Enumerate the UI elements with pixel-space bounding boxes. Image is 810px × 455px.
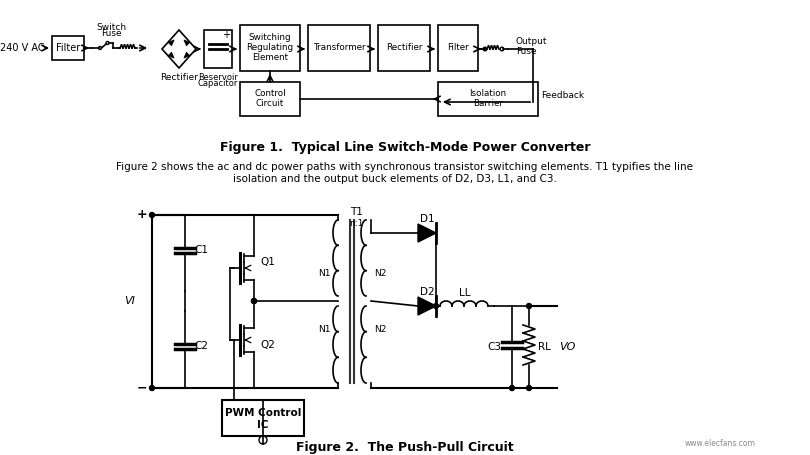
Text: RL: RL (538, 342, 551, 352)
Bar (378, 25, 430, 71)
Bar (52, 36, 84, 60)
Text: Fuse: Fuse (100, 30, 122, 39)
Bar (204, 30, 232, 68)
Circle shape (150, 212, 155, 217)
Text: Fuse: Fuse (516, 47, 536, 56)
Circle shape (526, 385, 531, 390)
Text: Feedback: Feedback (541, 91, 584, 101)
Text: Isolation: Isolation (470, 89, 506, 97)
Polygon shape (184, 52, 190, 58)
Text: D1: D1 (420, 214, 434, 224)
Text: C1: C1 (194, 245, 208, 255)
Text: D2: D2 (420, 287, 434, 297)
Circle shape (526, 303, 531, 308)
Text: +: + (222, 30, 230, 40)
Bar (240, 25, 300, 71)
Text: Rectifier: Rectifier (160, 74, 198, 82)
Text: C3: C3 (487, 342, 501, 352)
Text: Figure 2.  The Push-Pull Circuit: Figure 2. The Push-Pull Circuit (296, 440, 514, 454)
Text: 240 V AC: 240 V AC (0, 43, 45, 53)
Bar (308, 25, 370, 71)
Circle shape (433, 303, 438, 308)
Text: n:1: n:1 (349, 218, 363, 228)
Polygon shape (418, 297, 436, 315)
Bar (438, 25, 478, 71)
Text: Figure 1.  Typical Line Switch-Mode Power Converter: Figure 1. Typical Line Switch-Mode Power… (220, 142, 590, 155)
Circle shape (251, 298, 257, 303)
Text: C2: C2 (194, 341, 208, 351)
Circle shape (150, 385, 155, 390)
Text: Filter: Filter (447, 44, 469, 52)
Text: T1: T1 (350, 207, 362, 217)
Text: PWM Control: PWM Control (225, 408, 301, 418)
Polygon shape (168, 40, 174, 46)
Text: isolation and the output buck elements of D2, D3, L1, and C3.: isolation and the output buck elements o… (233, 174, 557, 184)
Circle shape (484, 47, 487, 51)
Text: VO: VO (559, 342, 575, 352)
Text: IC: IC (258, 420, 269, 430)
Text: www.elecfans.com: www.elecfans.com (684, 439, 756, 448)
Text: VI: VI (125, 296, 135, 306)
Text: N1: N1 (318, 324, 330, 334)
Polygon shape (418, 224, 436, 242)
Text: +: + (137, 208, 147, 222)
Text: Element: Element (252, 54, 288, 62)
Text: Circuit: Circuit (256, 100, 284, 108)
Text: N1: N1 (318, 268, 330, 278)
Circle shape (509, 385, 514, 390)
Polygon shape (168, 52, 174, 58)
Text: Rectifier: Rectifier (386, 44, 422, 52)
Text: Q1: Q1 (261, 257, 275, 267)
Text: Regulating: Regulating (246, 44, 293, 52)
Text: N2: N2 (373, 324, 386, 334)
Text: Output: Output (516, 37, 548, 46)
Text: Control: Control (254, 89, 286, 97)
Text: Barrier: Barrier (473, 100, 503, 108)
Text: N2: N2 (373, 268, 386, 278)
Bar (438, 82, 538, 116)
Text: Transformer: Transformer (313, 44, 365, 52)
Text: Capacitor: Capacitor (198, 80, 238, 89)
Text: Q2: Q2 (261, 340, 275, 350)
Text: −: − (137, 381, 147, 394)
Text: Figure 2 shows the ac and dc power paths with synchronous transistor switching e: Figure 2 shows the ac and dc power paths… (117, 162, 693, 172)
Text: Switching: Switching (249, 34, 292, 42)
Text: Filter: Filter (56, 43, 80, 53)
Bar (240, 82, 300, 116)
Text: Switch: Switch (96, 22, 126, 31)
Bar (222, 400, 304, 436)
Text: Reservoir: Reservoir (198, 72, 238, 81)
Polygon shape (184, 40, 190, 46)
Circle shape (251, 298, 257, 303)
Polygon shape (162, 30, 196, 68)
Text: LL: LL (459, 288, 471, 298)
